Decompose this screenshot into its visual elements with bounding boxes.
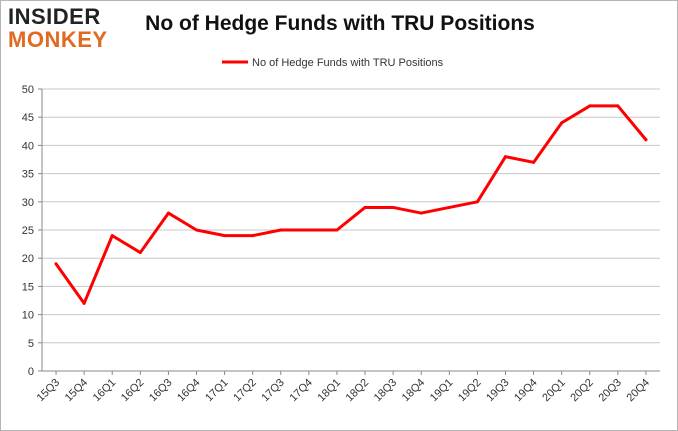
y-tick-label: 50 xyxy=(22,84,34,96)
x-tick-label: 16Q4 xyxy=(175,377,203,405)
legend: No of Hedge Funds with TRU Positions xyxy=(222,57,444,69)
data-point xyxy=(644,138,648,142)
y-tick-label: 5 xyxy=(28,338,34,350)
legend-label: No of Hedge Funds with TRU Positions xyxy=(252,57,444,69)
data-point xyxy=(223,234,227,238)
x-tick-label: 20Q4 xyxy=(625,377,653,405)
x-tick-label: 17Q2 xyxy=(231,377,259,405)
gridlines xyxy=(42,88,660,372)
data-point xyxy=(82,301,86,305)
x-tick-label: 18Q2 xyxy=(344,377,372,405)
data-point xyxy=(251,234,255,238)
data-point xyxy=(391,205,395,209)
y-tick-label: 25 xyxy=(22,225,34,237)
x-tick-label: 19Q3 xyxy=(484,377,512,405)
chart-title: No of Hedge Funds with TRU Positions xyxy=(145,12,535,35)
y-tick-label: 0 xyxy=(28,366,34,378)
x-tick-label: 18Q1 xyxy=(316,377,344,405)
data-point xyxy=(532,160,536,164)
data-point xyxy=(419,211,423,215)
data-point xyxy=(447,205,451,209)
x-tick-label: 17Q3 xyxy=(259,377,287,405)
y-tick-label: 20 xyxy=(22,253,34,265)
data-point xyxy=(335,228,339,232)
y-tick-labels: 0 5 10 15 20 25 30 35 40 45 50 xyxy=(22,84,34,378)
x-tick-label: 18Q3 xyxy=(372,377,400,405)
insider-monkey-logo: INSIDER MONKEY xyxy=(8,6,128,54)
y-tick-label: 15 xyxy=(22,281,34,293)
x-tick-label: 16Q2 xyxy=(119,377,147,405)
data-point xyxy=(616,104,620,108)
x-tick-label: 20Q1 xyxy=(540,377,568,405)
x-tick-label: 19Q4 xyxy=(512,377,540,405)
x-tick-label: 15Q4 xyxy=(63,377,91,405)
data-point xyxy=(110,234,114,238)
data-point xyxy=(166,211,170,215)
logo-line-2: MONKEY xyxy=(8,27,108,52)
x-tick-label: 17Q1 xyxy=(203,377,231,405)
data-point xyxy=(279,228,283,232)
x-tick-labels: 15Q3 15Q4 16Q1 16Q2 16Q3 16Q4 17Q1 17Q2 17Q3 17Q4… xyxy=(35,377,652,405)
axes xyxy=(38,88,660,375)
x-tick-label: 17Q4 xyxy=(287,377,315,405)
x-tick-label: 20Q2 xyxy=(568,377,596,405)
series-line xyxy=(54,104,648,305)
data-point xyxy=(138,251,142,255)
data-point xyxy=(504,155,507,159)
data-point xyxy=(560,121,564,125)
data-point xyxy=(307,228,311,232)
y-tick-label: 40 xyxy=(22,140,34,152)
y-tick-label: 45 xyxy=(22,112,34,124)
data-point xyxy=(588,104,592,108)
x-tick-label: 19Q1 xyxy=(428,377,456,405)
x-tick-label: 20Q3 xyxy=(596,377,624,405)
y-tick-label: 35 xyxy=(22,169,34,181)
data-point xyxy=(363,205,367,209)
x-tick-label: 16Q1 xyxy=(91,377,119,405)
y-tick-label: 30 xyxy=(22,197,34,209)
data-point xyxy=(195,228,198,232)
series-lines xyxy=(54,104,648,305)
x-tick-label: 15Q3 xyxy=(35,377,63,405)
data-point xyxy=(54,262,58,266)
data-point xyxy=(475,200,479,204)
x-tick-label: 18Q4 xyxy=(400,377,428,405)
x-tick-label: 19Q2 xyxy=(456,377,484,405)
y-tick-label: 10 xyxy=(22,310,34,322)
x-tick-label: 16Q3 xyxy=(147,377,175,405)
logo-line-1: INSIDER xyxy=(8,4,101,29)
